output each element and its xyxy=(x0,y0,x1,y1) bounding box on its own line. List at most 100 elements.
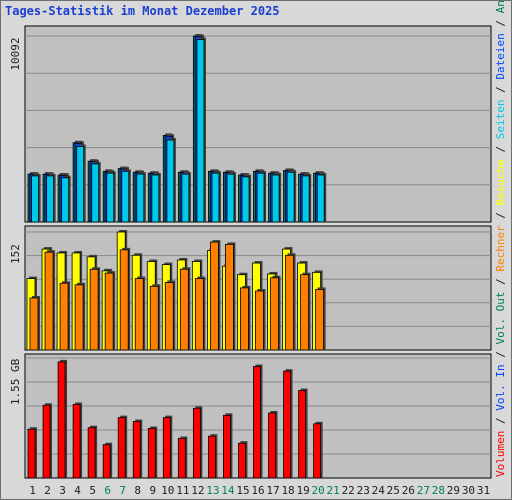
bar-seiten-day-2 xyxy=(46,175,55,223)
bar-volumen-day-19 xyxy=(298,390,306,479)
y-tick-label-top: 10092 xyxy=(9,37,22,70)
bar-seiten-day-5 xyxy=(91,163,100,223)
bar-volumen-day-6 xyxy=(102,444,111,479)
bar-rechner-day-1 xyxy=(29,297,39,351)
x-tick-day-18: 18 xyxy=(281,484,294,497)
x-tick-day-13: 13 xyxy=(206,484,219,497)
legend-rechner: Rechner xyxy=(494,225,507,272)
legend-seiten: Seiten xyxy=(494,99,507,139)
bar-rechner-day-14 xyxy=(225,244,234,351)
bar-volumen-day-17 xyxy=(268,412,276,479)
legend-separator: / xyxy=(494,272,507,292)
bar-rechner-day-18 xyxy=(285,254,294,351)
y-tick-label-middle: 152 xyxy=(9,244,22,264)
x-tick-day-28: 28 xyxy=(432,484,445,497)
bar-seiten-day-6 xyxy=(106,172,115,223)
legend-separator: / xyxy=(494,205,507,225)
legend-separator: / xyxy=(494,345,507,365)
x-tick-day-6: 6 xyxy=(104,484,111,497)
bar-volumen-day-1 xyxy=(27,428,36,479)
bar-rechner-day-11 xyxy=(179,268,189,351)
bar-volumen-day-8 xyxy=(132,421,141,479)
x-tick-day-3: 3 xyxy=(59,484,66,497)
bar-volumen-day-15 xyxy=(238,442,246,479)
bar-volumen-day-20 xyxy=(313,423,322,479)
legend-besuche: Besuche xyxy=(494,159,507,205)
x-tick-day-15: 15 xyxy=(236,484,249,497)
x-tick-day-17: 17 xyxy=(266,484,279,497)
x-tick-day-14: 14 xyxy=(221,484,235,497)
bar-volumen-day-9 xyxy=(147,428,156,479)
bar-seiten-day-8 xyxy=(136,173,145,223)
bar-rechner-day-19 xyxy=(300,274,309,351)
bar-seiten-day-17 xyxy=(271,174,280,223)
bar-volumen-day-13 xyxy=(207,435,216,479)
x-tick-day-25: 25 xyxy=(387,484,400,497)
legend-vertical: Volumen / Vol. In / Vol. Out / Rechner /… xyxy=(494,1,507,477)
chart-title: Tages-Statistik im Monat Dezember 2025 xyxy=(5,4,280,18)
x-tick-day-19: 19 xyxy=(296,484,309,497)
bar-rechner-day-16 xyxy=(255,290,264,351)
bar-seiten-day-19 xyxy=(301,175,310,223)
bar-seiten-day-9 xyxy=(151,174,160,223)
bar-seiten-day-14 xyxy=(226,173,235,223)
x-tick-day-21: 21 xyxy=(327,484,340,497)
bar-rechner-day-20 xyxy=(315,289,325,351)
bar-rechner-day-8 xyxy=(134,278,144,351)
bar-seiten-day-10 xyxy=(166,139,175,223)
x-tick-day-20: 20 xyxy=(312,484,325,497)
x-tick-day-10: 10 xyxy=(161,484,174,497)
bar-rechner-day-2 xyxy=(44,251,54,351)
x-tick-day-30: 30 xyxy=(462,484,475,497)
bar-seiten-day-18 xyxy=(286,171,295,223)
legend-anfragen: Anfragen xyxy=(494,1,507,13)
x-tick-day-26: 26 xyxy=(402,484,415,497)
legend-separator: / xyxy=(494,13,507,33)
bar-volumen-day-14 xyxy=(223,414,231,479)
bar-volumen-day-16 xyxy=(253,366,261,479)
x-tick-day-24: 24 xyxy=(372,484,386,497)
bar-volumen-day-3 xyxy=(57,361,66,479)
x-tick-day-5: 5 xyxy=(89,484,96,497)
x-tick-day-7: 7 xyxy=(119,484,126,497)
x-tick-day-9: 9 xyxy=(149,484,156,497)
bar-rechner-day-13 xyxy=(209,241,219,351)
x-tick-day-12: 12 xyxy=(191,484,204,497)
bar-rechner-day-12 xyxy=(194,278,204,351)
x-tick-day-1: 1 xyxy=(29,484,36,497)
bar-seiten-day-13 xyxy=(211,172,220,223)
bar-seiten-day-20 xyxy=(316,174,325,223)
x-tick-day-23: 23 xyxy=(357,484,370,497)
bar-seiten-day-3 xyxy=(61,177,70,223)
bar-rechner-day-15 xyxy=(240,287,249,351)
bar-rechner-day-9 xyxy=(149,285,159,351)
bar-volumen-day-11 xyxy=(177,438,186,479)
bar-seiten-day-4 xyxy=(76,146,85,223)
legend-separator: / xyxy=(494,80,507,100)
bar-rechner-day-10 xyxy=(164,282,174,351)
bar-volumen-day-10 xyxy=(162,417,171,479)
bar-seiten-day-7 xyxy=(121,170,130,223)
x-tick-day-2: 2 xyxy=(44,484,51,497)
bar-volumen-day-7 xyxy=(117,417,126,479)
bar-seiten-day-11 xyxy=(181,173,190,223)
legend-separator: / xyxy=(494,139,507,159)
bar-volumen-day-2 xyxy=(42,404,51,479)
bar-volumen-day-18 xyxy=(283,370,291,479)
bar-rechner-day-3 xyxy=(59,282,69,351)
x-tick-day-29: 29 xyxy=(447,484,460,497)
bar-seiten-day-1 xyxy=(31,175,40,223)
legend-dateien: Dateien xyxy=(494,33,507,79)
bar-rechner-day-6 xyxy=(104,272,114,351)
legend-volumen: Volumen xyxy=(494,431,507,477)
x-tick-day-22: 22 xyxy=(342,484,355,497)
bar-seiten-day-12 xyxy=(196,39,205,223)
bar-volumen-day-12 xyxy=(192,407,201,479)
x-tick-day-8: 8 xyxy=(134,484,141,497)
x-tick-day-27: 27 xyxy=(417,484,430,497)
bar-rechner-day-17 xyxy=(270,277,279,351)
bar-rechner-day-4 xyxy=(74,284,84,351)
bar-seiten-day-16 xyxy=(256,172,265,223)
